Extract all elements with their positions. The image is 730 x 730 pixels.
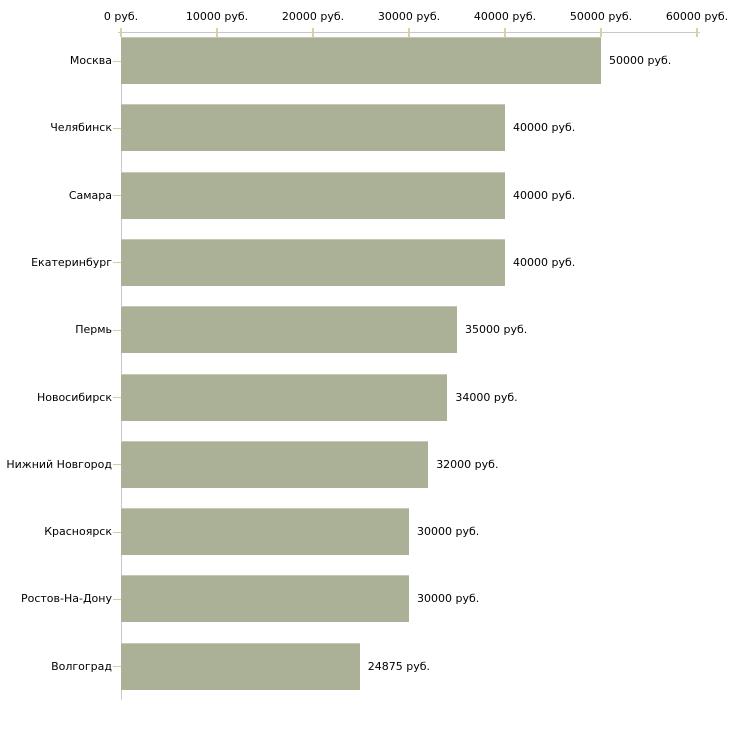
value-label: 35000 руб. xyxy=(465,323,528,337)
category-label: Ростов-На-Дону xyxy=(20,592,112,606)
bar xyxy=(121,238,505,286)
category-tick-icon xyxy=(113,127,121,129)
value-label: 50000 руб. xyxy=(609,54,672,67)
x-tick-label: 40000 руб. xyxy=(473,10,537,23)
bar xyxy=(121,306,457,354)
category-label: Москва xyxy=(69,54,112,67)
value-label: 40000 руб. xyxy=(513,121,576,135)
x-tick xyxy=(120,28,122,37)
x-tick-label: 60000 руб. xyxy=(665,10,729,23)
x-tick xyxy=(408,28,410,37)
x-tick-label: 20000 руб. xyxy=(281,10,345,23)
value-label: 30000 руб. xyxy=(417,592,480,606)
category-label: Красноярск xyxy=(44,525,112,539)
x-tick xyxy=(216,28,218,37)
x-tick-label: 50000 руб. xyxy=(569,10,633,23)
bar xyxy=(121,575,409,623)
category-label: Пермь xyxy=(75,323,112,337)
value-label: 40000 руб. xyxy=(513,255,576,269)
category-tick-icon xyxy=(113,666,121,668)
category-tick-icon xyxy=(113,397,121,398)
category-label: Нижний Новгород xyxy=(6,457,112,471)
x-tick xyxy=(600,28,602,37)
x-tick-label: 0 руб. xyxy=(103,10,139,23)
category-tick-icon xyxy=(113,195,121,197)
bar xyxy=(121,171,505,219)
bar xyxy=(121,37,601,84)
category-label: Самара xyxy=(68,188,112,202)
x-tick xyxy=(696,28,698,37)
x-tick-label: 10000 руб. xyxy=(185,10,249,23)
bar xyxy=(121,642,360,690)
category-tick-icon xyxy=(113,60,121,62)
x-tick xyxy=(504,28,506,37)
value-label: 34000 руб. xyxy=(455,390,518,404)
bar xyxy=(121,508,409,556)
bar xyxy=(121,104,505,152)
value-label: 24875 руб. xyxy=(367,659,431,673)
category-label: Волгоград xyxy=(51,659,112,673)
value-label: 40000 руб. xyxy=(513,188,576,202)
category-tick-icon xyxy=(113,531,121,533)
bar xyxy=(121,440,429,488)
category-label: Екатеринбург xyxy=(31,255,112,269)
value-label: 30000 руб. xyxy=(417,525,480,539)
category-tick-icon xyxy=(113,598,121,600)
x-tick-label: 30000 руб. xyxy=(377,10,441,23)
y-axis-line xyxy=(121,32,122,700)
x-tick xyxy=(312,28,314,37)
category-tick-icon xyxy=(113,329,121,331)
category-label: Челябинск xyxy=(50,121,112,135)
category-tick-icon xyxy=(113,262,121,264)
value-label: 32000 руб. xyxy=(436,457,499,471)
category-label: Новосибирск xyxy=(36,390,112,404)
category-tick-icon xyxy=(113,464,121,466)
bar xyxy=(121,373,448,421)
